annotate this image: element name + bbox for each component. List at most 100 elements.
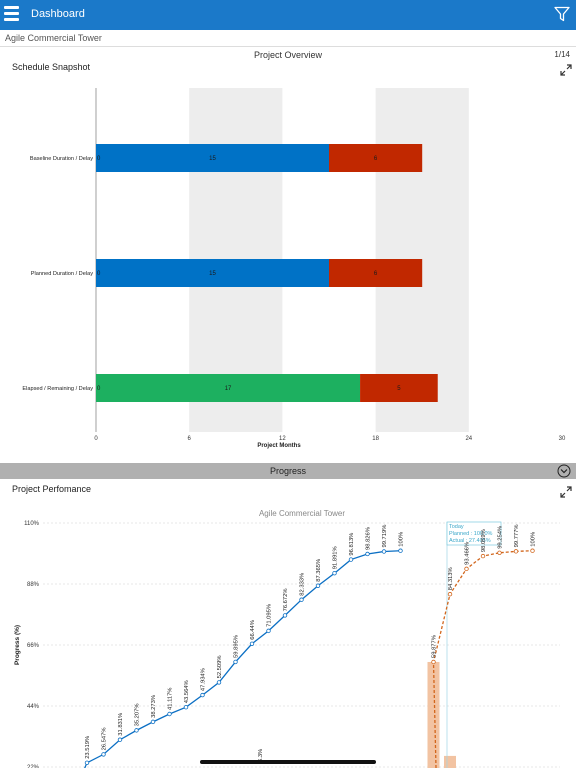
data-point	[117, 737, 123, 742]
data-label: 31.831%	[118, 713, 124, 736]
today-title: Today	[449, 524, 464, 530]
data-point	[332, 571, 337, 576]
data-label: 82.333%	[300, 573, 306, 596]
data-point	[513, 549, 519, 554]
bar-segment	[96, 374, 361, 402]
page-indicator: 1/14	[554, 50, 570, 59]
bar-segment	[96, 259, 329, 287]
data-point	[282, 613, 288, 618]
data-label: 99.254%	[498, 526, 504, 549]
bar-value-label: 6	[374, 156, 378, 162]
bar-start-label: 0	[97, 156, 101, 162]
data-label: 52.509%	[217, 656, 223, 679]
data-point	[167, 711, 172, 717]
bar-segment	[329, 144, 423, 172]
data-label: 71.095%	[267, 604, 273, 627]
actual-line	[432, 550, 533, 768]
x-tick-label: 24	[465, 436, 472, 442]
data-label: 91.891%	[333, 546, 339, 569]
filter-icon[interactable]	[554, 6, 570, 22]
data-point	[134, 728, 139, 733]
hamburger-icon[interactable]	[4, 6, 19, 22]
data-label: 84.313%	[448, 567, 454, 590]
bar-start-label: 0	[97, 386, 101, 392]
y-tick-label: 44%	[27, 704, 40, 710]
x-tick-label: 0	[94, 436, 98, 442]
bar-segment	[329, 259, 423, 287]
y-tick-label: 22%	[27, 765, 40, 768]
category-label: Planned Duration / Delay	[31, 271, 93, 277]
data-label: 76.672%	[283, 589, 289, 612]
overview-title: Project Overview	[253, 50, 323, 60]
expand-icon[interactable]	[560, 486, 572, 498]
data-point	[315, 583, 321, 588]
data-point	[497, 550, 502, 555]
schedule-snapshot-title: Schedule Snapshot	[12, 62, 91, 72]
data-point	[348, 557, 354, 562]
data-label: 26.547%	[102, 728, 108, 751]
expand-icon[interactable]	[560, 64, 572, 76]
x-tick-label: 12	[279, 436, 286, 442]
data-point	[101, 752, 106, 757]
data-label: 47.934%	[201, 668, 207, 691]
data-label: 93.466%	[465, 542, 471, 565]
data-point	[150, 719, 156, 725]
data-label: 59.895%	[234, 635, 240, 658]
category-label: Elapsed / Remaining / Delay	[22, 386, 93, 392]
data-point	[398, 548, 403, 553]
data-label: 43.564%	[184, 680, 190, 703]
bar-value-label: 15	[209, 156, 216, 162]
x-tick-label: 30	[559, 436, 566, 442]
app-title: Dashboard	[31, 8, 85, 20]
data-label: 59.877%	[432, 635, 438, 658]
x-tick-label: 6	[188, 436, 192, 442]
bar-value-label: 17	[225, 386, 232, 392]
progress-label: Progress	[269, 466, 306, 476]
data-point	[183, 705, 189, 710]
data-label: 23.519%	[85, 736, 91, 759]
data-point	[299, 597, 304, 602]
today-tooltip	[446, 521, 502, 546]
today-planned: Planned : 100.0%	[449, 531, 493, 537]
bar-start-label: 0	[97, 271, 101, 277]
data-label: 99.719%	[382, 525, 388, 548]
x-axis-label: Project Months	[257, 443, 301, 449]
data-label: 87.365%	[316, 559, 322, 582]
y-tick-label: 110%	[24, 521, 40, 527]
project-name[interactable]: Agile Commercial Tower	[5, 33, 102, 43]
y-axis-label: Progress (%)	[14, 625, 21, 665]
chevron-down-icon[interactable]	[557, 464, 571, 478]
data-label: 100%	[531, 532, 537, 547]
data-label: 98.826%	[366, 527, 372, 550]
today-actual: Actual : 27.405%	[449, 538, 491, 544]
data-point	[365, 551, 370, 557]
data-label: 96.813%	[349, 533, 355, 556]
data-label: 99.777%	[514, 524, 520, 547]
data-point	[431, 659, 436, 665]
bar-value-label: 15	[209, 271, 216, 277]
bar-segment	[96, 144, 329, 172]
category-label: Baseline Duration / Delay	[30, 156, 93, 162]
schedule-chart: 0 6 12 18 24 30 Project Months Baseline Duratio…	[22, 88, 566, 449]
data-label: 38.273%	[151, 695, 157, 718]
y-tick-label: 66%	[27, 643, 40, 649]
data-point	[200, 692, 205, 698]
app-header: Dashboard	[0, 0, 576, 30]
data-label: 66.44%	[250, 620, 256, 640]
y-tick-label: 88%	[27, 582, 40, 588]
data-point	[464, 566, 469, 572]
bar-value-label: 6	[374, 271, 378, 277]
data-label: 41.117%	[168, 688, 174, 710]
actual-bar	[444, 755, 456, 768]
data-label: 98.059%	[481, 529, 487, 552]
project-bar: Agile Commercial Tower	[0, 30, 576, 47]
data-label: 35.207%	[135, 703, 141, 726]
progress-section-header[interactable]: Progress	[0, 463, 576, 479]
x-tick-label: 18	[372, 436, 379, 442]
performance-chart: Agile Commercial Tower 22% 44% 66% 88% 110% Pr…	[14, 509, 560, 768]
data-point	[249, 641, 255, 646]
data-point	[530, 548, 535, 553]
data-point	[480, 553, 486, 559]
home-indicator	[200, 760, 376, 764]
bar-value-label: 5	[397, 386, 401, 392]
